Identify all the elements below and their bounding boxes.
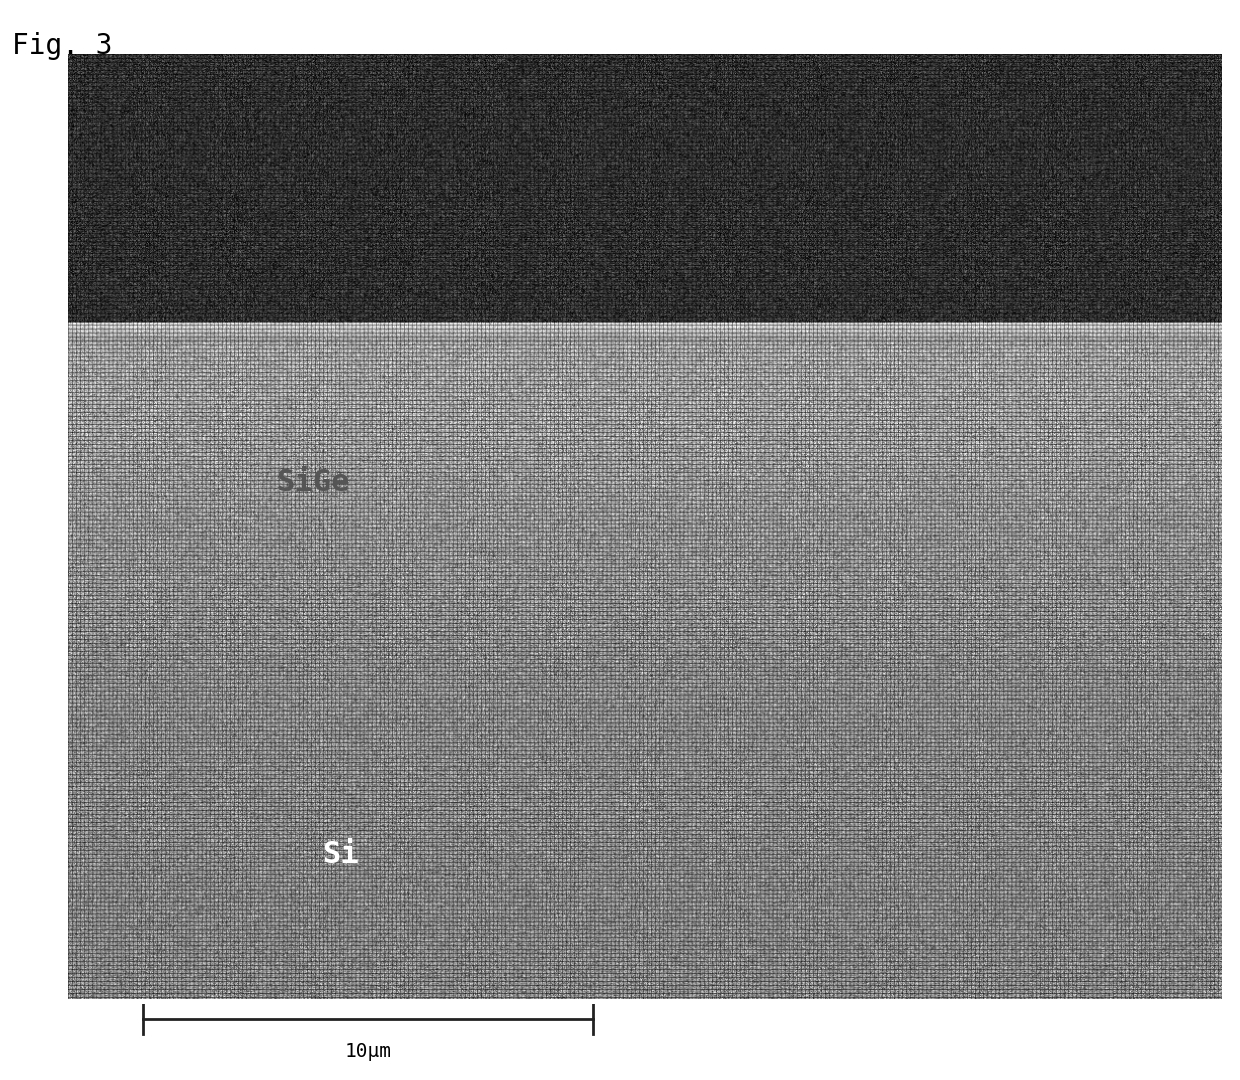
Text: 10μm: 10μm (345, 1042, 392, 1061)
Text: SiGe: SiGe (275, 469, 350, 497)
Text: Fig. 3: Fig. 3 (12, 32, 113, 60)
Text: Si: Si (322, 840, 358, 869)
